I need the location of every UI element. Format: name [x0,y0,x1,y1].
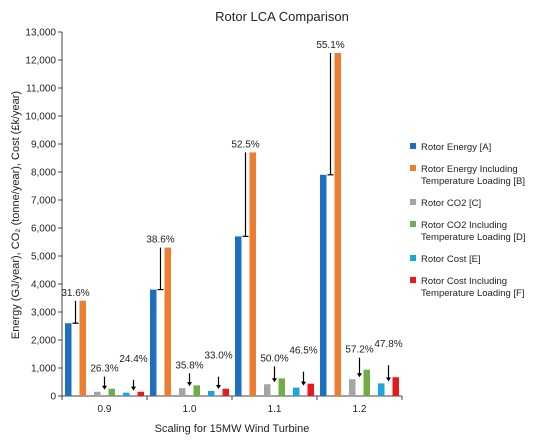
y-tick-label: 7,000 [31,196,56,207]
legend-swatch [410,277,416,283]
bar [94,391,101,396]
y-tick-label: 12,000 [25,56,56,67]
axes: 0 1,000 2,000 3,000 4,000 5,000 6,000 7,000 8,00… [25,28,403,415]
percent-annotation: 52.5% [231,139,259,150]
y-tick-label: 4,000 [31,280,56,291]
bar [79,300,86,396]
y-tick-label: 8,000 [31,168,56,179]
difference-arrow [131,386,136,391]
y-tick-label: 9,000 [31,140,56,151]
bar [235,236,242,396]
y-tick-label: 5,000 [31,252,56,263]
y-tick-label: 6,000 [31,224,56,235]
bar [65,323,72,396]
difference-arrow [187,382,192,387]
bar [278,378,285,396]
bar [108,388,115,396]
x-tick-label: 0.9 [98,404,112,415]
percent-annotation: 24.4% [119,354,147,365]
y-tick-label: 13,000 [25,28,56,39]
legend-swatch [410,199,416,205]
difference-arrow [102,385,107,390]
bar [208,390,215,396]
difference-arrow [301,381,306,386]
x-tick-label: 1.2 [353,404,367,415]
bar [193,385,200,396]
difference-arrow [216,384,221,389]
chart-title: Rotor LCA Comparison [215,9,349,24]
bar [293,387,300,396]
percent-annotation: 33.0% [204,351,232,362]
y-tick-label: 10,000 [25,112,56,123]
y-tick-label: 11,000 [26,84,56,95]
difference-arrow [272,378,277,383]
bar [179,388,186,396]
legend-label: Rotor Energy Including Temperature Loadin… [421,164,525,187]
bar [264,384,271,396]
bar [307,383,314,396]
percent-annotation: 31.6% [61,288,89,299]
percent-annotation: 35.8% [175,360,203,371]
y-tick-label: 0 [50,392,56,403]
bar [334,53,341,396]
legend-label: Rotor CO2 Including Temperature Loading [… [421,220,526,243]
bar [249,152,256,396]
legend-label: Rotor Cost [E] [421,254,481,265]
bar [392,377,399,396]
x-tick-label: 1.1 [268,404,282,415]
legend-swatch [410,143,416,149]
bars [65,53,399,396]
difference-arrow [357,373,362,378]
percent-annotation: 55.1% [316,40,344,51]
bar [123,392,130,396]
percent-annotation: 50.0% [260,353,288,364]
percent-annotation: 47.8% [374,339,402,350]
bar [164,247,171,396]
y-tick-label: 3,000 [31,308,56,319]
legend-label: Rotor Cost Including Temperature Loading … [421,276,525,299]
bar [363,369,370,396]
legend-label: Rotor Energy [A] [421,142,491,153]
legend-swatch [410,255,416,261]
bar [222,388,229,396]
legend-label: Rotor CO2 [C] [421,198,481,209]
y-tick-label: 1,000 [31,364,56,375]
x-axis-label: Scaling for 15MW Wind Turbine [155,423,310,435]
percent-annotation: 38.6% [146,235,174,246]
percent-annotation: 57.2% [345,345,373,356]
percent-annotation: 46.5% [289,346,317,357]
legend: Rotor Energy [A] Rotor Energy Including Te… [410,142,526,299]
x-tick-label: 1.0 [183,404,197,415]
legend-swatch [410,221,416,227]
annotations: 31.6% 26.3%24.4% 38.6% 35.8%33.0% 52.5% 50.0%… [61,40,403,391]
bar [137,391,144,396]
bar [150,289,157,396]
bar [378,383,385,396]
bar [349,379,356,396]
y-tick-label: 2,000 [31,336,56,347]
y-axis-label: Energy (GJ/year), CO₂ (tonne/year), Cost… [10,91,22,339]
percent-annotation: 26.3% [90,364,118,375]
legend-swatch [410,165,416,171]
difference-arrow [386,377,391,382]
bar [320,174,327,396]
